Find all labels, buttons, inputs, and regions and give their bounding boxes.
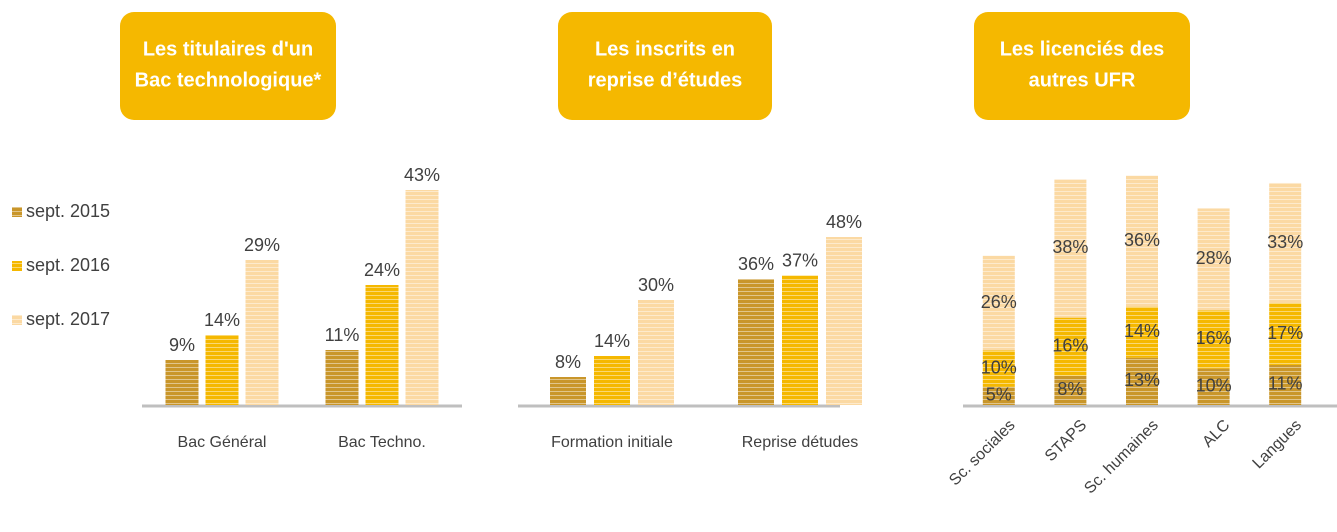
value-label: 10% xyxy=(981,357,1017,377)
header-box xyxy=(974,12,1190,120)
value-label: 17% xyxy=(1267,323,1303,343)
bar-segment xyxy=(1269,303,1302,365)
bar-segment xyxy=(1054,179,1087,318)
legend-swatch xyxy=(12,261,22,271)
value-label: 5% xyxy=(986,385,1012,405)
bar xyxy=(165,360,199,405)
value-label: 30% xyxy=(638,275,674,295)
value-label: 38% xyxy=(1052,237,1088,257)
bar-segment xyxy=(1269,364,1302,405)
x-tick-label: Formation initiale xyxy=(551,434,673,451)
value-label: 14% xyxy=(204,310,240,330)
value-label: 36% xyxy=(738,254,774,274)
x-tick-label: Bac Techno. xyxy=(338,434,426,451)
chart-title: Les licenciés des xyxy=(1000,38,1165,60)
legend-label: sept. 2015 xyxy=(26,201,110,221)
bar xyxy=(638,300,674,405)
value-label: 36% xyxy=(1124,230,1160,250)
value-label: 43% xyxy=(404,165,440,185)
value-label: 33% xyxy=(1267,232,1303,252)
value-label: 11% xyxy=(1268,374,1303,394)
value-label: 48% xyxy=(826,212,862,232)
chart-title: Les titulaires d'un xyxy=(143,38,313,60)
bar-segment xyxy=(1197,310,1230,369)
bar xyxy=(594,356,630,405)
x-tick-label: Sc. sociales xyxy=(946,417,1018,489)
value-label: 16% xyxy=(1052,336,1088,356)
value-label: 24% xyxy=(364,260,400,280)
bar xyxy=(782,275,818,405)
x-tick-label: Bac Général xyxy=(178,434,267,451)
header-box xyxy=(558,12,772,120)
value-label: 14% xyxy=(1124,321,1160,341)
bar-segment xyxy=(982,386,1015,405)
value-label: 29% xyxy=(244,235,280,255)
bar-segment xyxy=(1197,368,1230,405)
value-label: 28% xyxy=(1196,248,1232,268)
value-label: 8% xyxy=(1057,379,1083,399)
value-label: 14% xyxy=(594,331,630,351)
chart-title: reprise d’études xyxy=(588,69,743,91)
bar xyxy=(738,279,774,405)
chart-title: autres UFR xyxy=(1029,69,1136,91)
bar-segment xyxy=(982,350,1015,387)
value-label: 10% xyxy=(1196,376,1232,396)
value-label: 16% xyxy=(1196,328,1232,348)
legend-label: sept. 2017 xyxy=(26,309,110,329)
bar-segment xyxy=(1126,306,1158,358)
x-tick-label: ALC xyxy=(1199,417,1233,451)
chart-title: Bac technologique* xyxy=(135,69,322,91)
value-label: 11% xyxy=(325,325,360,345)
legend-swatch xyxy=(12,315,22,325)
x-tick-label: Sc. humaines xyxy=(1081,417,1162,498)
bar xyxy=(826,237,862,405)
x-tick-label: STAPS xyxy=(1042,417,1090,465)
bar-segment xyxy=(1054,317,1087,376)
bar xyxy=(405,190,439,405)
bar xyxy=(325,350,359,405)
value-label: 9% xyxy=(169,335,195,355)
bar-segment xyxy=(1269,182,1302,304)
value-label: 8% xyxy=(555,352,581,372)
x-tick-label: Reprise détudes xyxy=(742,434,859,451)
value-label: 26% xyxy=(981,292,1017,312)
bar-segment xyxy=(982,255,1015,351)
bar-segment xyxy=(1126,357,1158,405)
bar xyxy=(550,377,586,405)
x-tick-label: Langues xyxy=(1250,417,1305,472)
header-box xyxy=(120,12,336,120)
value-label: 13% xyxy=(1124,370,1160,390)
bar-segment xyxy=(1054,375,1087,405)
bar xyxy=(205,335,239,405)
value-label: 37% xyxy=(782,250,818,270)
chart-title: Les inscrits en xyxy=(595,38,735,60)
bar xyxy=(365,285,399,405)
legend-swatch xyxy=(12,207,22,217)
bar-segment xyxy=(1197,208,1230,311)
bar-segment xyxy=(1126,175,1158,307)
legend-label: sept. 2016 xyxy=(26,255,110,275)
bar xyxy=(245,260,279,405)
